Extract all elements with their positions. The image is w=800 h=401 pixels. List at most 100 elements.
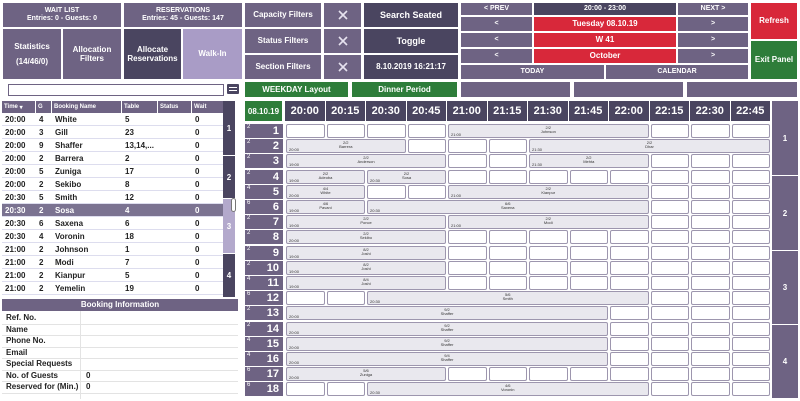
day-next-button[interactable]: > [677,16,749,32]
prev-button[interactable]: < PREV [460,2,533,16]
search-seated-button[interactable]: Search Seated [363,2,459,28]
empty-slot[interactable] [650,154,689,169]
booking-block[interactable]: 2/2 Sekibo 20:00 [286,230,446,245]
empty-slot[interactable] [326,124,365,138]
empty-slot[interactable] [650,215,689,230]
table-label[interactable]: 6 17 [245,367,283,382]
booking-block[interactable]: 9/2 Shaffer 20:00 [286,321,608,336]
empty-slot[interactable] [286,382,325,397]
empty-slot[interactable] [448,245,487,260]
empty-slot[interactable] [731,367,770,382]
month-next-button[interactable]: > [677,48,749,64]
booking-block[interactable]: 4/6 Voronin 20:30 [367,382,649,397]
waitlist-row[interactable]: 21:00 2 Johnson 1 0 [2,243,223,256]
empty-slot[interactable] [610,169,649,184]
empty-slot[interactable] [326,382,365,397]
month-value[interactable]: October [533,48,677,64]
empty-slot[interactable] [691,124,730,138]
empty-slot[interactable] [650,336,689,351]
empty-slot[interactable] [326,291,365,306]
col-status[interactable]: Status [158,101,192,113]
table-label[interactable]: 2 13 [245,306,283,321]
empty-slot[interactable] [529,245,568,260]
waitlist-row[interactable]: 20:30 4 Voronin 18 0 [2,230,223,243]
waitlist-row[interactable]: 20:00 4 White 5 0 [2,113,223,126]
empty-slot[interactable] [691,200,730,214]
empty-slot[interactable] [610,245,649,260]
keyboard-icon[interactable] [227,84,239,94]
empty-slot[interactable] [650,260,689,275]
empty-slot[interactable] [650,184,689,199]
empty-slot[interactable] [610,276,649,290]
empty-slot[interactable] [731,184,770,199]
empty-slot[interactable] [691,215,730,230]
empty-slot[interactable] [448,169,487,184]
booking-block[interactable]: 6/6 Saxena 20:30 [367,200,649,214]
empty-slot[interactable] [448,139,487,154]
empty-slot[interactable] [448,230,487,245]
empty-slot[interactable] [691,230,730,245]
empty-slot[interactable] [448,260,487,275]
empty-slot[interactable] [691,245,730,260]
empty-slot[interactable] [691,336,730,351]
week-prev-button[interactable]: < [460,32,533,48]
empty-slot[interactable] [650,200,689,214]
scrollbar-handle[interactable] [231,198,236,212]
table-label[interactable]: 6 18 [245,382,283,397]
empty-slot[interactable] [731,321,770,336]
booking-block[interactable]: 2/2 Modi 21:00 [448,215,649,230]
booking-block[interactable]: 2/2 Anderson 19:00 [286,154,446,169]
toggle-button[interactable]: Toggle [363,28,459,54]
layout-slot-2[interactable] [573,81,684,98]
empty-slot[interactable] [731,200,770,214]
booking-block[interactable]: 8/2 Joshi 19:00 [286,245,446,260]
booking-block[interactable]: 2/2 Johnson 21:00 [448,124,649,138]
empty-slot[interactable] [488,367,527,382]
booking-block[interactable]: 9/2 Shaffer 20:00 [286,336,608,351]
empty-slot[interactable] [448,367,487,382]
empty-slot[interactable] [731,215,770,230]
waitlist-row[interactable]: 21:00 2 Yemelin 19 0 [2,282,223,295]
empty-slot[interactable] [731,276,770,290]
layout-slot-1[interactable] [460,81,571,98]
empty-slot[interactable] [691,154,730,169]
empty-slot[interactable] [610,336,649,351]
empty-slot[interactable] [529,367,568,382]
empty-slot[interactable] [569,169,608,184]
table-label[interactable]: 4 11 [245,276,283,290]
waitlist-row[interactable]: 20:30 6 Saxena 6 0 [2,217,223,230]
empty-slot[interactable] [650,367,689,382]
col-booking-name[interactable]: Booking Name [52,101,122,113]
waitlist-section-2[interactable]: 2 [223,156,235,199]
booking-block[interactable]: 8/2 Joshi 19:00 [286,260,446,275]
empty-slot[interactable] [569,245,608,260]
booking-block[interactable]: 8/4 Joshi 19:00 [286,276,446,290]
empty-slot[interactable] [731,306,770,321]
col-wait[interactable]: Wait [194,104,207,110]
booking-block[interactable]: 4/4 White 20:00 [286,184,365,199]
booking-block[interactable]: 5/6 Smith 20:30 [367,291,649,306]
calendar-button[interactable]: CALENDAR [605,64,749,80]
empty-slot[interactable] [367,124,406,138]
empty-slot[interactable] [610,352,649,366]
week-next-button[interactable]: > [677,32,749,48]
booking-block[interactable]: 4/6 Pavani 19:00 [286,200,365,214]
empty-slot[interactable] [650,245,689,260]
reservations-button[interactable]: RESERVATIONS Entries: 45 - Guests: 147 [123,2,243,28]
empty-slot[interactable] [407,124,446,138]
capacity-filters-button[interactable]: Capacity Filters [244,2,322,28]
empty-slot[interactable] [691,306,730,321]
next-button[interactable]: NEXT > [677,2,749,16]
empty-slot[interactable] [650,306,689,321]
empty-slot[interactable] [731,124,770,138]
empty-slot[interactable] [650,276,689,290]
layout-slot-3[interactable] [686,81,798,98]
empty-slot[interactable] [650,169,689,184]
waitlist-row[interactable]: 20:00 5 Zuniga 17 0 [2,165,223,178]
